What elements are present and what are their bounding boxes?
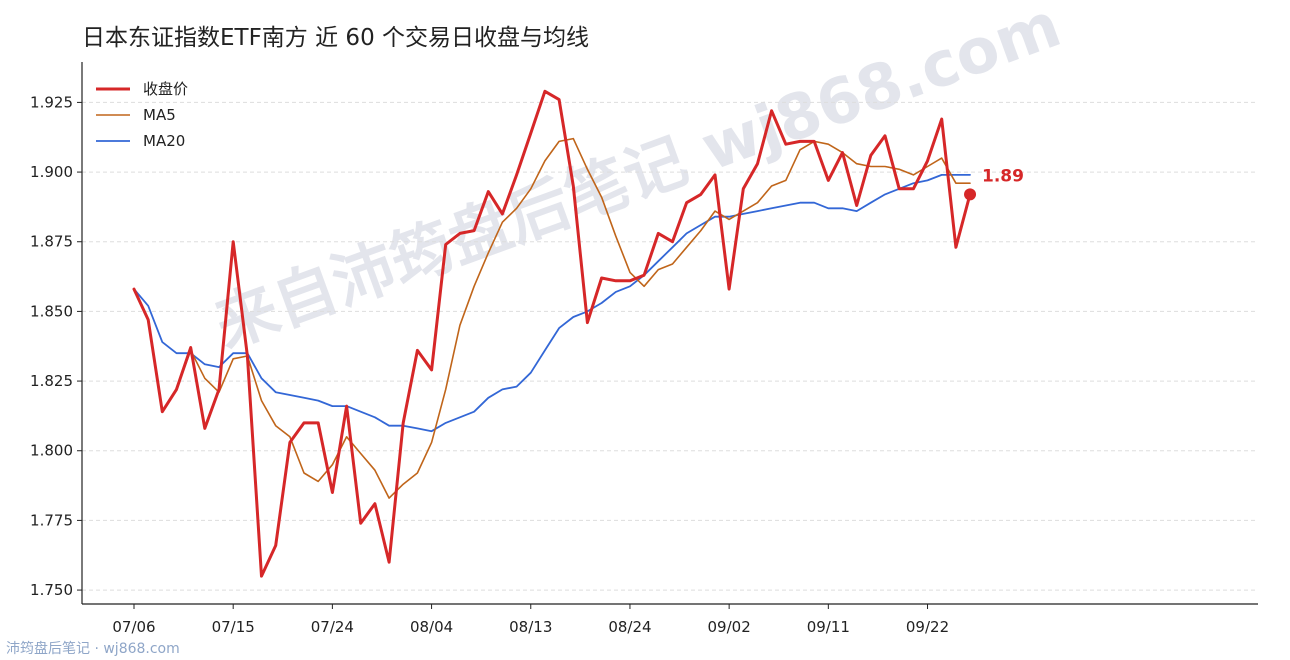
chart-title: 日本东证指数ETF南方 近 60 个交易日收盘与均线 <box>82 25 590 51</box>
legend: 收盘价 MA5 MA20 <box>96 80 188 150</box>
watermark: 来自沛筠盘后笔记 wj868.com <box>206 0 1070 362</box>
y-tick-label: 1.825 <box>30 372 73 390</box>
series-line-close <box>132 89 972 578</box>
x-tick-label: 08/04 <box>410 618 453 636</box>
legend-label: MA20 <box>143 132 185 150</box>
x-tick-label: 09/02 <box>708 618 751 636</box>
y-tick-label: 1.750 <box>30 581 73 599</box>
y-tick-label: 1.850 <box>30 302 73 320</box>
x-tick-label: 09/11 <box>807 618 850 636</box>
x-tick-label: 09/22 <box>906 618 949 636</box>
footer-credit: 沛筠盘后笔记 · wj868.com <box>6 641 180 657</box>
y-tick-label: 1.775 <box>30 511 73 529</box>
x-tick-label: 07/24 <box>311 618 354 636</box>
series <box>132 89 972 578</box>
y-tick-label: 1.875 <box>30 233 73 251</box>
axes: 1.750 1.775 1.800 1.825 1.850 1.875 1.900 1.925… <box>30 62 1258 636</box>
x-tick-label: 07/06 <box>112 618 155 636</box>
y-tick-label: 1.900 <box>30 163 73 181</box>
x-tick-label: 08/24 <box>608 618 651 636</box>
x-tick-label: 07/15 <box>212 618 255 636</box>
legend-label: MA5 <box>143 106 176 124</box>
last-close-marker <box>964 188 977 201</box>
last-close-label: 1.89 <box>982 166 1024 186</box>
series-line-ma20 <box>133 173 971 433</box>
annotations: 1.89 <box>964 166 1024 201</box>
watermark-text: 来自沛筠盘后笔记 wj868.com <box>206 0 1070 362</box>
y-tick-label: 1.925 <box>30 93 73 111</box>
x-tick-label: 08/13 <box>509 618 552 636</box>
y-tick-label: 1.800 <box>30 442 73 460</box>
series-line-ma5 <box>133 137 971 499</box>
legend-label: 收盘价 <box>143 80 188 98</box>
